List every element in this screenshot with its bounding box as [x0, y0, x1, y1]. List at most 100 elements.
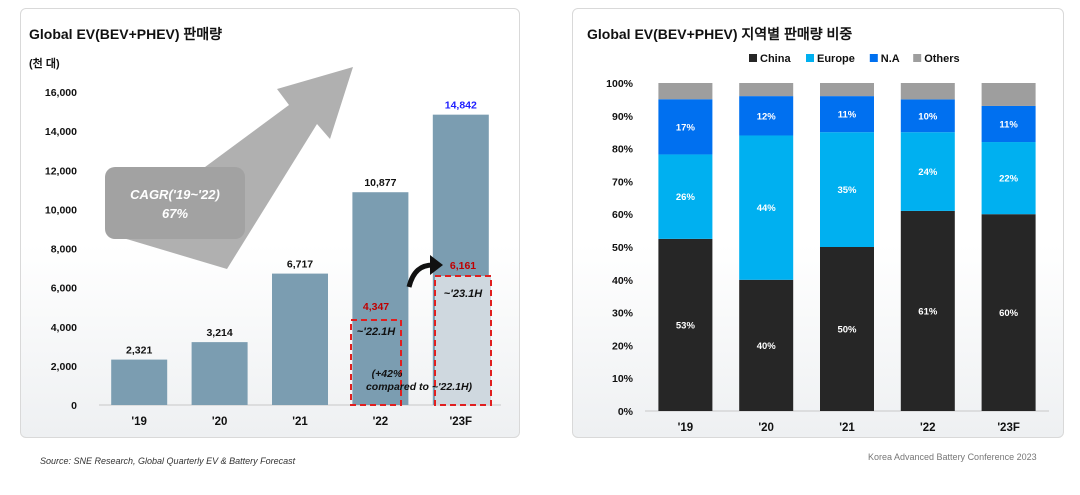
share-segment-china [981, 214, 1036, 411]
curved-arrow-head [430, 255, 443, 275]
share-segment-china [900, 210, 955, 411]
share-value-label: 10% [918, 111, 938, 122]
sales-value-label: 6,717 [287, 259, 313, 271]
h1-2022-value: 4,347 [363, 301, 389, 313]
h1-2023-label: ~'23.1H [444, 288, 483, 300]
share-value-label: 60% [999, 308, 1019, 319]
share-segment-europe [900, 132, 955, 211]
legend-swatch [913, 54, 922, 62]
share-segment-china [820, 247, 874, 411]
y-tick-label: 40% [612, 275, 634, 287]
y-tick-label: 8,000 [51, 244, 77, 256]
y-tick-label: 70% [612, 176, 634, 188]
share-value-label: 50% [837, 325, 857, 336]
sales-bar [272, 273, 328, 405]
region-share-chart-panel: Global EV(BEV+PHEV) 지역별 판매량 비중 China Euro… [572, 8, 1064, 438]
x-tick-label: '22 [373, 416, 389, 428]
sales-bar [352, 192, 409, 405]
y-tick-label: 16,000 [45, 87, 77, 99]
share-segment-others [900, 83, 955, 100]
share-segment-na [820, 96, 874, 133]
left-chart-unit: (천 대) [29, 56, 60, 70]
share-segment-europe [820, 132, 874, 247]
share-segment-na [900, 99, 955, 133]
share-value-label: 11% [838, 110, 857, 121]
sales-bar [191, 342, 248, 405]
cagr-box [105, 167, 245, 239]
ev-sales-bars: 0 2,000 4,000 6,000 8,000 10,000 12,000 14,000 1… [45, 87, 501, 428]
right-chart-title: Global EV(BEV+PHEV) 지역별 판매량 비중 [587, 26, 852, 42]
y-tick-label: 100% [606, 78, 634, 90]
growth-note-line-1: (+42% [372, 368, 403, 380]
legend-label: China [760, 53, 791, 65]
share-segment-europe [658, 154, 713, 239]
share-segment-others [981, 83, 1036, 106]
share-value-label: 35% [837, 185, 857, 196]
x-tick-label: '23F [997, 422, 1020, 434]
share-value-label: 40% [757, 341, 777, 352]
legend-swatch [806, 54, 814, 62]
ev-sales-chart-panel: Global EV(BEV+PHEV) 판매량 (천 대) CAGR('19~'… [20, 8, 520, 438]
share-segment-others [739, 83, 794, 97]
x-tick-label: '21 [292, 416, 308, 428]
h1-2022-box [350, 319, 402, 406]
y-tick-label: 60% [612, 209, 634, 221]
share-segment-na [981, 105, 1036, 143]
curved-arrow-icon [406, 262, 434, 288]
source-note: Source: SNE Research, Global Quarterly E… [40, 456, 296, 466]
y-tick-label: 80% [612, 144, 634, 156]
h1-2022-label: ~'22.1H [357, 326, 396, 338]
share-segment-others [658, 83, 713, 100]
y-tick-label: 0 [71, 400, 77, 412]
x-tick-label: '23F [450, 416, 473, 428]
share-segment-europe [981, 142, 1036, 215]
share-value-label: 11% [999, 120, 1018, 131]
share-value-label: 24% [918, 167, 938, 178]
y-tick-label: 2,000 [51, 361, 77, 373]
cagr-value: 67% [162, 206, 188, 221]
y-tick-label: 4,000 [51, 322, 77, 334]
sales-value-label: 2,321 [126, 345, 152, 357]
legend-swatch [749, 54, 757, 62]
y-tick-label: 6,000 [51, 283, 77, 295]
x-tick-label: '22 [920, 422, 936, 434]
growth-note-line-2: compared to ~'22.1H) [366, 381, 473, 393]
share-value-label: 61% [918, 306, 938, 317]
x-tick-label: '19 [131, 416, 147, 428]
x-tick-label: '19 [678, 422, 694, 434]
share-value-label: 44% [757, 203, 777, 214]
x-tick-label: '20 [212, 416, 228, 428]
share-segment-china [658, 238, 713, 411]
y-tick-label: 14,000 [45, 126, 77, 138]
conference-note: Korea Advanced Battery Conference 2023 [868, 452, 1037, 462]
h1-2023-box [434, 275, 492, 406]
share-value-label: 17% [676, 122, 696, 133]
sales-bar [111, 359, 168, 405]
share-segment-europe [739, 135, 794, 280]
x-tick-label: '21 [839, 422, 855, 434]
legend-swatch [869, 54, 878, 62]
y-tick-label: 30% [612, 308, 634, 320]
x-tick-label: '20 [758, 422, 774, 434]
sales-value-label: 10,877 [364, 177, 396, 189]
h1-2023-fill [435, 276, 491, 405]
cagr-label: CAGR('19~'22) [130, 187, 220, 202]
legend-label: Others [924, 53, 959, 65]
left-chart-title: Global EV(BEV+PHEV) 판매량 [29, 26, 222, 42]
h1-2023-value: 6,161 [450, 260, 476, 272]
y-tick-label: 10,000 [45, 204, 77, 216]
share-value-label: 12% [757, 111, 777, 122]
sales-value-label: 3,214 [206, 327, 232, 339]
y-tick-label: 20% [612, 340, 634, 352]
legend-label: Europe [817, 53, 855, 65]
share-segment-na [658, 99, 713, 155]
region-share-chart: Global EV(BEV+PHEV) 지역별 판매량 비중 China Euro… [587, 26, 1049, 434]
legend-label: N.A [881, 53, 900, 65]
share-segment-china [739, 279, 794, 411]
region-legend: China Europe N.A Others [749, 53, 960, 65]
share-value-label: 53% [676, 320, 696, 331]
y-tick-label: 90% [612, 111, 634, 123]
region-share-bars: 53% 26% 17% 40% 44% 12% 50% 35% 11% 61% 24% 10% 60% 2… [658, 83, 1036, 411]
share-segment-na [739, 96, 794, 136]
y-tick-label: 12,000 [45, 165, 77, 177]
